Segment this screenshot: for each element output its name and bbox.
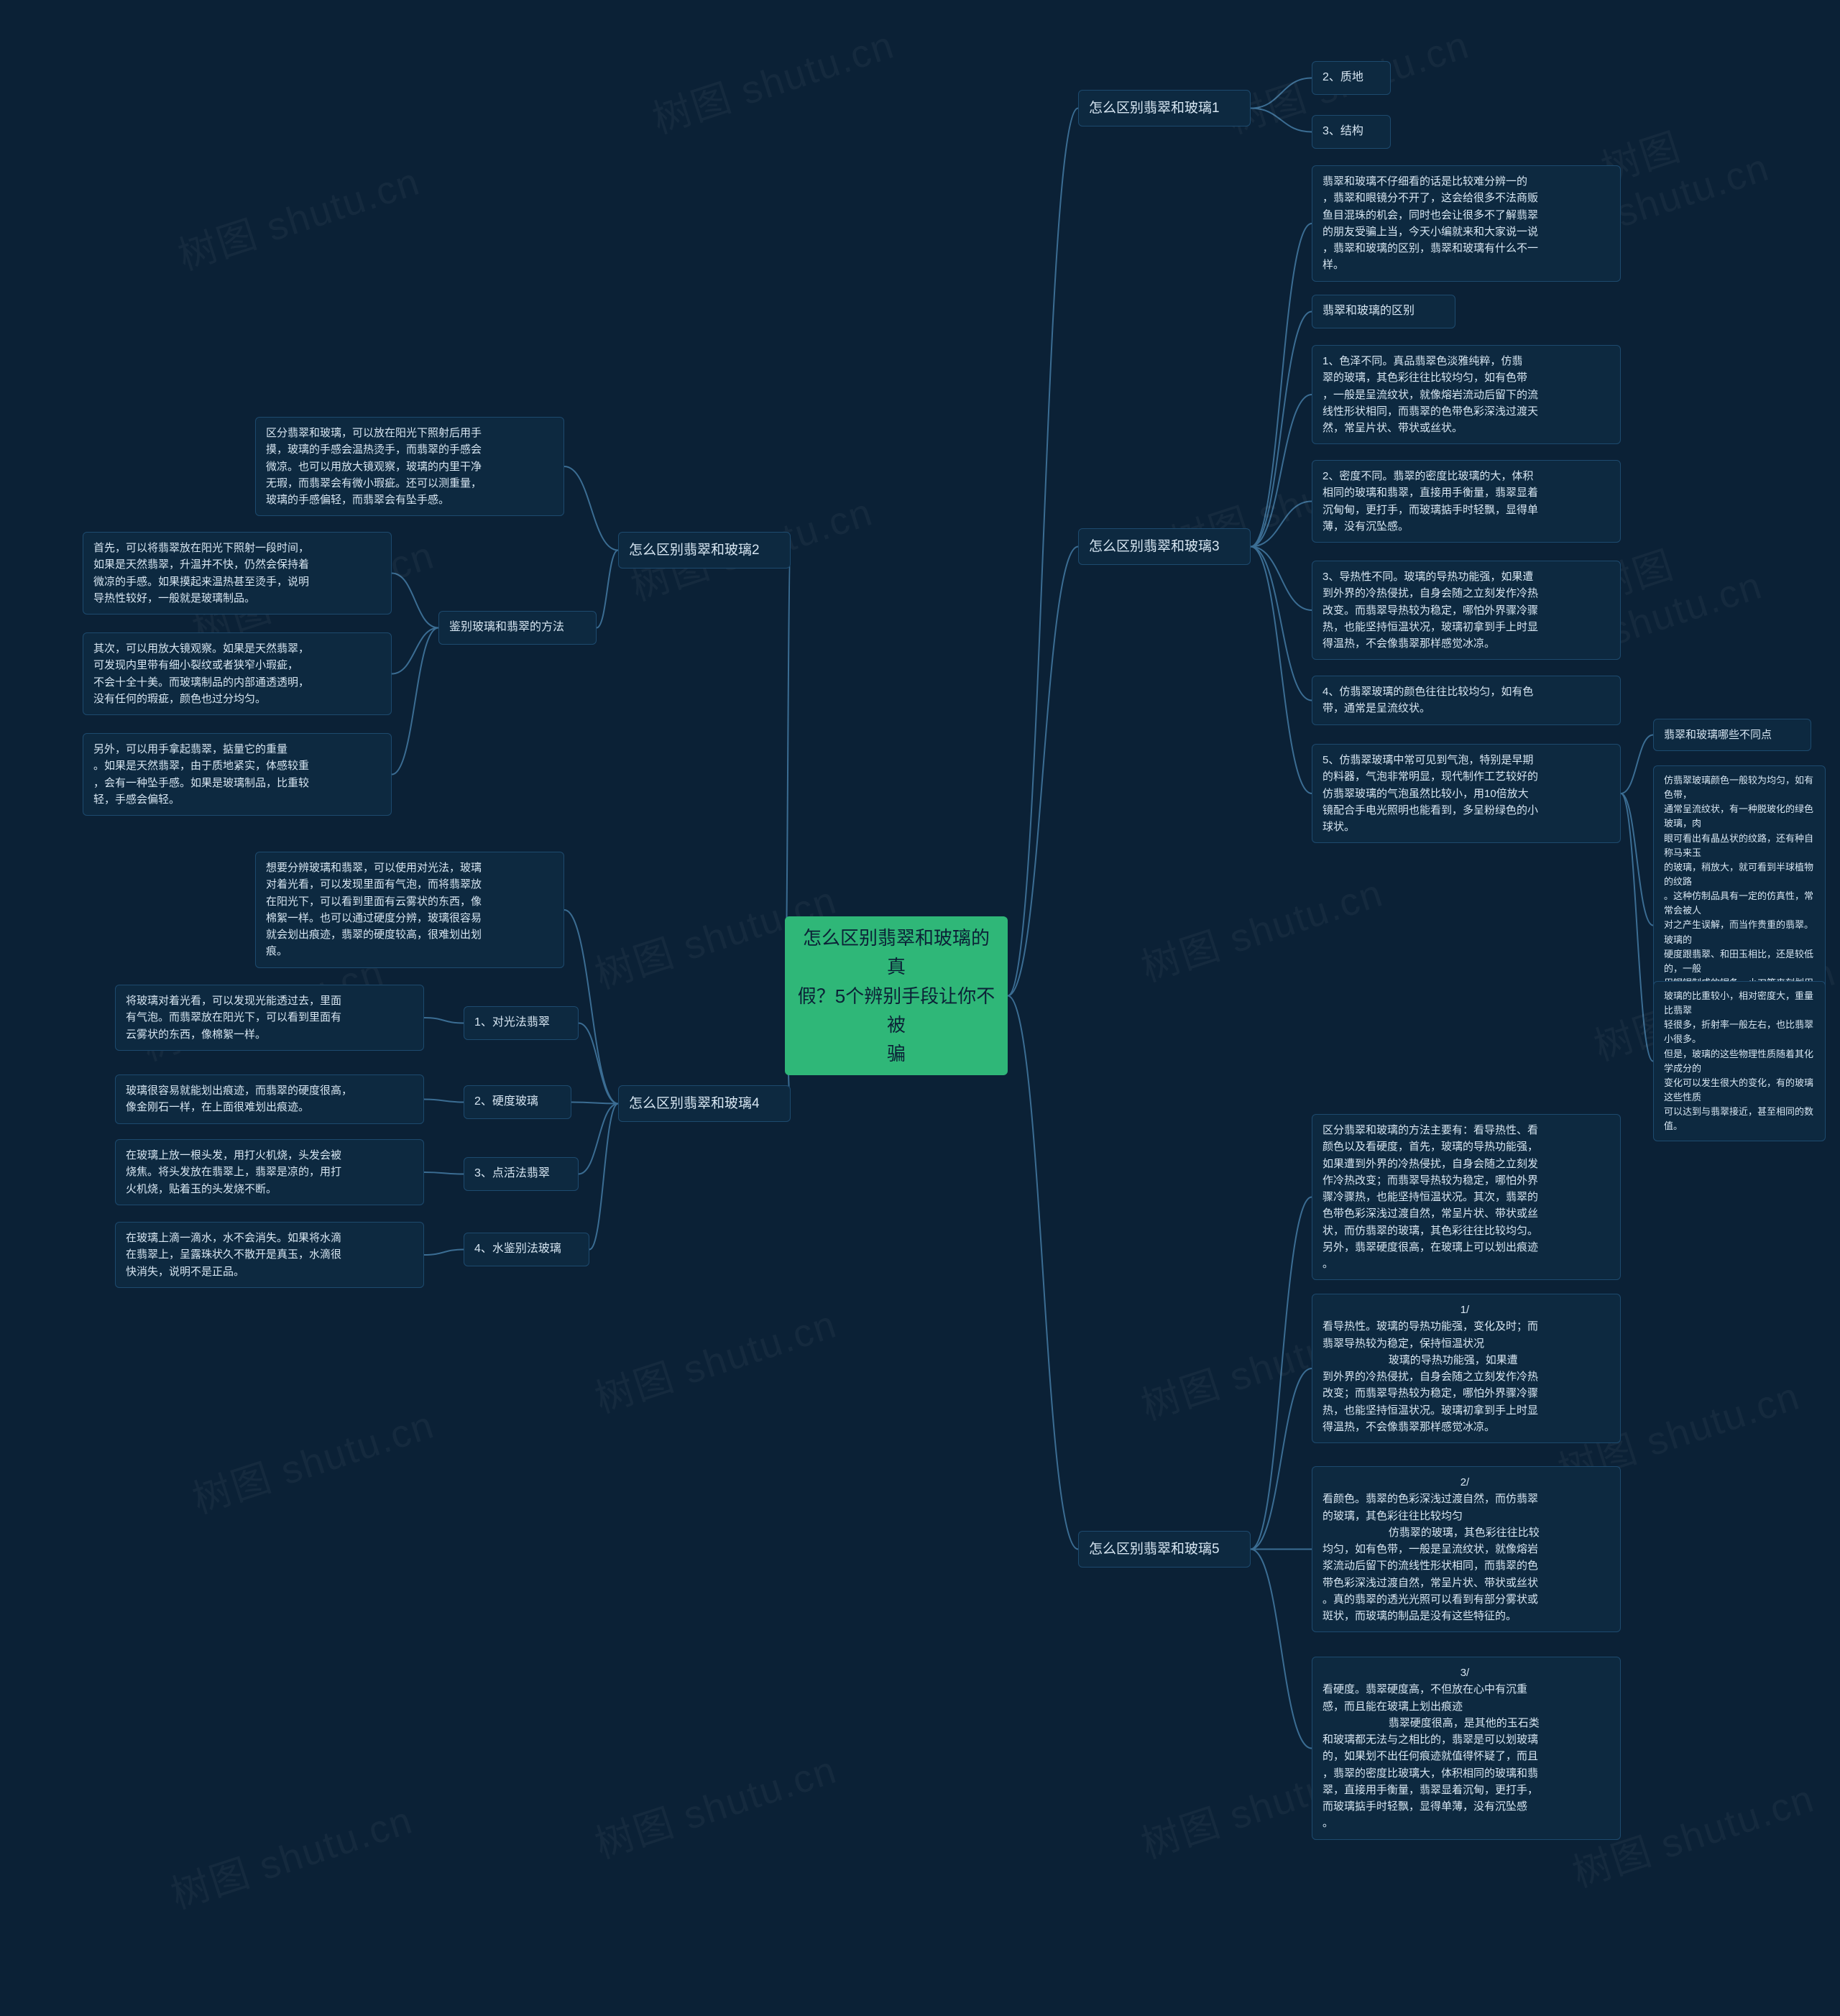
watermark-text: 树图 shutu.cn xyxy=(1133,861,1389,993)
connector-line xyxy=(392,574,438,628)
connector-line xyxy=(424,1172,464,1174)
connector-line xyxy=(579,1023,618,1104)
mindmap-node[interactable]: 4、水鉴别法玻璃 xyxy=(464,1233,589,1266)
connector-line xyxy=(1621,735,1653,794)
connector-line xyxy=(1251,547,1312,701)
connector-line xyxy=(392,628,438,674)
mindmap-node[interactable]: 1、色泽不同。真品翡翠色淡雅纯粹，仿翡 翠的玻璃，其色彩往往比较均匀，如有色带 … xyxy=(1312,345,1621,444)
watermark-text: 树图 shutu.cn xyxy=(184,1393,440,1524)
mindmap-node[interactable]: 另外，可以用手拿起翡翠，掂量它的重量 。如果是天然翡翠，由于质地紧实，体感较重 … xyxy=(83,733,392,816)
mindmap-node[interactable]: 1/ 看导热性。玻璃的导热功能强，变化及时；而 翡翠导热较为稳定，保持恒温状况 … xyxy=(1312,1294,1621,1443)
mindmap-node[interactable]: 怎么区别翡翠和玻璃3 xyxy=(1078,528,1251,565)
watermark-text: 树图 shutu.cn xyxy=(586,1738,842,1869)
mindmap-node[interactable]: 3、导热性不同。玻璃的导热功能强，如果遭 到外界的冷热侵扰，自身会随之立刻发作冷… xyxy=(1312,561,1621,660)
connector-line xyxy=(1621,793,1653,1062)
mindmap-node[interactable]: 怎么区别翡翠和玻璃4 xyxy=(618,1085,791,1122)
mindmap-node[interactable]: 在玻璃上放一根头发，用打火机烧，头发会被 烧焦。将头发放在翡翠上，翡翠是凉的，用… xyxy=(115,1139,424,1205)
connector-line xyxy=(1251,312,1312,547)
mindmap-node[interactable]: 1、对光法翡翠 xyxy=(464,1006,579,1040)
mindmap-node[interactable]: 2、硬度玻璃 xyxy=(464,1085,571,1119)
connector-line xyxy=(571,1103,618,1104)
mindmap-node[interactable]: 3、点活法翡翠 xyxy=(464,1157,579,1191)
connector-line xyxy=(579,1104,618,1174)
mindmap-node[interactable]: 怎么区别翡翠和玻璃5 xyxy=(1078,1531,1251,1568)
mindmap-node[interactable]: 翡翠和玻璃哪些不同点 xyxy=(1653,719,1811,751)
mindmap-node[interactable]: 翡翠和玻璃的区别 xyxy=(1312,295,1455,328)
mindmap-node[interactable]: 2/ 看颜色。翡翠的色彩深浅过渡自然，而仿翡翠 的玻璃，其色彩往往比较均匀 仿翡… xyxy=(1312,1466,1621,1632)
connector-line xyxy=(1008,109,1078,996)
mindmap-node[interactable]: 其次，可以用放大镜观察。如果是天然翡翠， 可发现内里带有细小裂纹或者狭窄小瑕疵，… xyxy=(83,632,392,715)
connector-line xyxy=(392,628,438,775)
connector-line xyxy=(597,551,618,628)
connector-line xyxy=(1008,547,1078,996)
mindmap-node[interactable]: 区分翡翠和玻璃，可以放在阳光下照射后用手 摸，玻璃的手感会温热烫手，而翡翠的手感… xyxy=(255,417,564,516)
mindmap-node[interactable]: 首先，可以将翡翠放在阳光下照射一段时间， 如果是天然翡翠，升温并不快，仍然会保持… xyxy=(83,532,392,615)
mindmap-node[interactable]: 5、仿翡翠玻璃中常可见到气泡，特别是早期 的料器，气泡非常明显，现代制作工艺较好… xyxy=(1312,744,1621,843)
watermark-text: 树图 shutu.cn xyxy=(586,1292,842,1424)
connector-line xyxy=(1251,224,1312,547)
connector-line xyxy=(1251,1368,1312,1550)
watermark-text: 树图 shutu.cn xyxy=(1586,482,1840,654)
mindmap-node[interactable]: 3、结构 xyxy=(1312,115,1391,149)
connector-line xyxy=(424,1100,464,1103)
root-node[interactable]: 怎么区别翡翠和玻璃的真 假？5个辨别手段让你不被 骗 xyxy=(785,916,1008,1075)
mindmap-node[interactable]: 在玻璃上滴一滴水，水不会消失。如果将水滴 在翡翠上，呈露珠状久不散开是真玉，水滴… xyxy=(115,1222,424,1288)
mindmap-node[interactable]: 3/ 看硬度。翡翠硬度高，不但放在心中有沉重 感，而且能在玻璃上划出痕迹 翡翠硬… xyxy=(1312,1657,1621,1840)
connector-line xyxy=(1008,996,1078,1550)
mindmap-node[interactable]: 翡翠和玻璃不仔细看的话是比较难分辨一的 ，翡翠和眼镜分不开了，这会给很多不法商贩… xyxy=(1312,165,1621,282)
mindmap-node[interactable]: 鉴别玻璃和翡翠的方法 xyxy=(438,611,597,645)
watermark-text: 树图 shutu.cn xyxy=(162,1788,418,1920)
mindmap-node[interactable]: 区分翡翠和玻璃的方法主要有：看导热性、看 颜色以及看硬度，首先，玻璃的导热功能强… xyxy=(1312,1114,1621,1280)
connector-line xyxy=(1251,547,1312,611)
connector-line xyxy=(589,1104,618,1250)
watermark-text: 树图 shutu.cn xyxy=(170,149,426,281)
mindmap-node[interactable]: 怎么区别翡翠和玻璃2 xyxy=(618,532,791,569)
mindmap-canvas: 树图 shutu.cn 树图 shutu.cn 树图 shutu.cn 树图 shut… xyxy=(0,0,1840,2016)
mindmap-node[interactable]: 2、密度不同。翡翠的密度比玻璃的大，体积 相同的玻璃和翡翠，直接用手衡量，翡翠显… xyxy=(1312,460,1621,543)
mindmap-node[interactable]: 玻璃的比重较小，相对密度大，重量比翡翠 轻很多，折射率一般左右，也比翡翠小很多。… xyxy=(1653,981,1826,1141)
connector-line xyxy=(1251,1550,1312,1749)
connector-line xyxy=(424,1250,464,1256)
connector-line xyxy=(1621,793,1653,926)
watermark-text: 树图 shutu.cn xyxy=(1593,66,1840,236)
connector-line xyxy=(1251,502,1312,547)
connector-line xyxy=(1251,547,1312,794)
connector-line xyxy=(1251,109,1312,132)
connector-line xyxy=(424,1018,464,1023)
mindmap-node[interactable]: 2、质地 xyxy=(1312,61,1391,95)
mindmap-node[interactable]: 玻璃很容易就能划出痕迹，而翡翠的硬度很高， 像金刚石一样，在上面很难划出痕迹。 xyxy=(115,1074,424,1124)
mindmap-node[interactable]: 4、仿翡翠玻璃的颜色往往比较均匀，如有色 带，通常是呈流纹状。 xyxy=(1312,676,1621,725)
connector-line xyxy=(1251,78,1312,109)
connector-line xyxy=(564,466,618,551)
mindmap-node[interactable]: 想要分辨玻璃和翡翠，可以使用对光法，玻璃 对着光看，可以发现里面有气泡，而将翡翠… xyxy=(255,852,564,968)
mindmap-node[interactable]: 怎么区别翡翠和玻璃1 xyxy=(1078,90,1251,126)
connector-line xyxy=(1251,1197,1312,1550)
connector-line xyxy=(1251,395,1312,547)
mindmap-node[interactable]: 将玻璃对着光看，可以发现光能透过去，里面 有气泡。而翡翠放在阳光下，可以看到里面… xyxy=(115,985,424,1051)
watermark-text: 树图 shutu.cn xyxy=(644,13,900,144)
